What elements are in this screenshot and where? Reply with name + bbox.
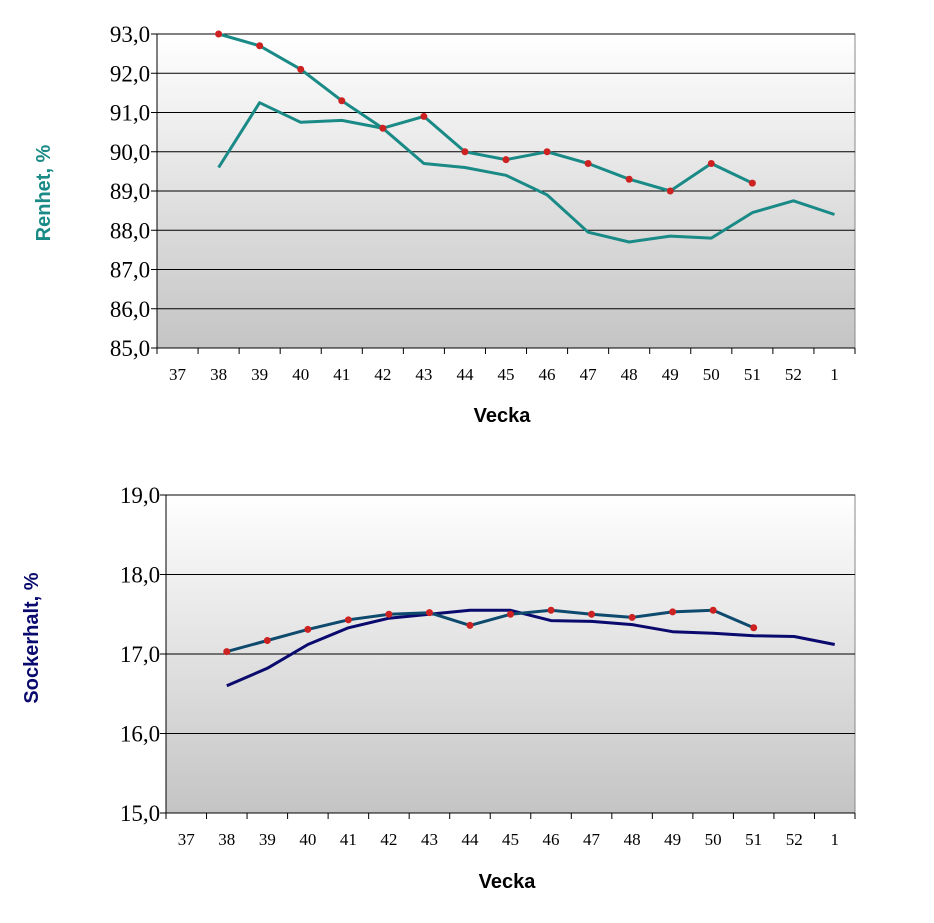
renhet-x-tick-label: 51 xyxy=(744,365,761,384)
sockerhalt-x-tick-label: 50 xyxy=(705,830,722,849)
renhet-x-tick-label: 39 xyxy=(251,365,268,384)
renhet-x-tick-label: 49 xyxy=(662,365,679,384)
sockerhalt-series-2-point xyxy=(588,610,596,618)
renhet-x-tick-label: 40 xyxy=(292,365,309,384)
renhet-series-1-line xyxy=(217,101,835,244)
renhet-y-tick-label: 87,0 xyxy=(110,258,150,283)
sockerhalt-x-tick-label: 51 xyxy=(745,830,762,849)
renhet-series-2-point xyxy=(666,187,674,195)
renhet-series-2-point xyxy=(338,97,346,105)
sockerhalt-y-tick-label: 15,0 xyxy=(120,801,160,826)
sockerhalt-x-tick-label: 48 xyxy=(624,830,641,849)
renhet-series-2-point xyxy=(297,65,305,73)
renhet-x-tick-label: 38 xyxy=(210,365,227,384)
renhet-series-2-point xyxy=(707,160,715,168)
sockerhalt-y-tick-label: 19,0 xyxy=(120,483,160,508)
sockerhalt-x-axis-label: Vecka xyxy=(479,871,537,893)
sockerhalt-x-tick-label: 47 xyxy=(583,830,601,849)
renhet-x-tick-label: 50 xyxy=(703,365,720,384)
sockerhalt-series-2-point xyxy=(304,625,312,633)
renhet-x-tick-label: 48 xyxy=(621,365,638,384)
sockerhalt-x-tick-label: 39 xyxy=(259,830,276,849)
sockerhalt-x-tick-label: 37 xyxy=(178,830,196,849)
sockerhalt-x-ticks: 37 38 39 40 41 42 43 44 45 46 47 48 49 50 51 52 1 xyxy=(165,813,856,849)
renhet-series-2-point xyxy=(625,175,633,183)
renhet-chart: 85,086,087,088,089,090,091,092,093,0 37 3… xyxy=(33,22,856,427)
sockerhalt-series-2-point xyxy=(507,610,514,618)
renhet-series-2-line xyxy=(218,32,754,193)
renhet-x-tick-label: 41 xyxy=(333,365,350,384)
sockerhalt-series-2-point xyxy=(344,616,352,624)
sockerhalt-x-tick-label: 49 xyxy=(664,830,681,849)
renhet-series-2-point xyxy=(502,156,510,164)
sockerhalt-y-axis-label: Sockerhalt, % xyxy=(21,572,43,703)
renhet-series-2-point xyxy=(748,179,756,187)
renhet-series-2-point xyxy=(420,112,428,120)
renhet-y-ticks: 85,0 86,0 87,0 88,0 89,0 90,0 91,0 92,0 93,0 xyxy=(110,22,150,361)
sockerhalt-series xyxy=(223,606,835,688)
renhet-series-2-point xyxy=(379,124,387,132)
renhet-y-tick-label: 90,0 xyxy=(110,140,150,165)
renhet-y-axis-label: Renhet, % xyxy=(33,144,55,241)
renhet-y-tick-label: 89,0 xyxy=(110,179,150,204)
renhet-y-tick-label: 93,0 xyxy=(110,22,150,47)
sockerhalt-series-2-point xyxy=(547,606,555,614)
renhet-x-ticks: 37 38 39 40 41 42 43 44 45 46 47 48 49 50 51 52 1 xyxy=(156,348,856,384)
sockerhalt-x-tick-label: 43 xyxy=(421,830,438,849)
renhet-y-tick-label: 86,0 xyxy=(110,297,150,322)
renhet-x-axis-label: Vecka xyxy=(474,405,532,427)
sockerhalt-series-2-point xyxy=(669,608,677,616)
sockerhalt-y-tick-label: 17,0 xyxy=(120,642,160,667)
sockerhalt-x-tick-label: 40 xyxy=(299,830,316,849)
renhet-series-2-point xyxy=(543,148,551,156)
renhet-x-tick-label: 43 xyxy=(415,365,432,384)
renhet-x-tick-label: 52 xyxy=(785,365,802,384)
sockerhalt-x-tick-label: 46 xyxy=(543,830,560,849)
sockerhalt-x-tick-label: 41 xyxy=(340,830,357,849)
renhet-x-tick-label: 42 xyxy=(374,365,391,384)
sockerhalt-gridlines xyxy=(160,494,855,814)
renhet-x-tick-label: 47 xyxy=(580,365,598,384)
sockerhalt-series-2-point xyxy=(628,613,636,621)
sockerhalt-series-2-point xyxy=(709,606,717,614)
renhet-y-tick-label: 92,0 xyxy=(110,61,150,86)
sockerhalt-x-tick-label: 42 xyxy=(380,830,397,849)
renhet-series-2-point xyxy=(215,30,223,38)
renhet-y-tick-label: 91,0 xyxy=(110,101,150,126)
sockerhalt-series-2-point xyxy=(385,610,393,618)
renhet-series xyxy=(215,30,835,244)
sockerhalt-series-2-point xyxy=(223,648,231,656)
sockerhalt-y-ticks: 15,0 16,0 17,0 18,0 19,0 xyxy=(120,483,160,826)
sockerhalt-y-tick-label: 16,0 xyxy=(120,722,160,747)
sockerhalt-series-2-point xyxy=(750,624,758,632)
sockerhalt-series-1-line xyxy=(226,608,835,688)
sockerhalt-series-2-line xyxy=(226,608,755,654)
renhet-y-tick-label: 88,0 xyxy=(110,218,150,243)
renhet-x-tick-label: 46 xyxy=(539,365,556,384)
sockerhalt-series-2-point xyxy=(263,636,271,644)
sockerhalt-chart: 15,0 16,0 17,0 18,0 19,0 37 38 39 40 41 42 43 44 45 4… xyxy=(21,483,856,893)
sockerhalt-x-tick-label: 44 xyxy=(461,830,479,849)
renhet-series-2-point xyxy=(461,148,469,156)
sockerhalt-y-tick-label: 18,0 xyxy=(120,563,160,588)
renhet-x-tick-label: 37 xyxy=(169,365,187,384)
renhet-x-tick-label: 45 xyxy=(498,365,515,384)
sockerhalt-x-tick-label: 38 xyxy=(218,830,235,849)
sockerhalt-x-tick-label: 52 xyxy=(786,830,803,849)
renhet-y-tick-label: 85,0 xyxy=(110,336,150,361)
sockerhalt-x-tick-label: 45 xyxy=(502,830,519,849)
sockerhalt-x-tick-label: 1 xyxy=(830,830,839,849)
sockerhalt-series-2-point xyxy=(466,621,474,629)
renhet-series-2-point xyxy=(584,160,592,168)
renhet-gridlines xyxy=(151,33,855,349)
renhet-x-tick-label: 1 xyxy=(830,365,839,384)
sockerhalt-series-2-point xyxy=(425,609,433,617)
renhet-x-tick-label: 44 xyxy=(456,365,474,384)
renhet-series-2-point xyxy=(256,42,264,50)
